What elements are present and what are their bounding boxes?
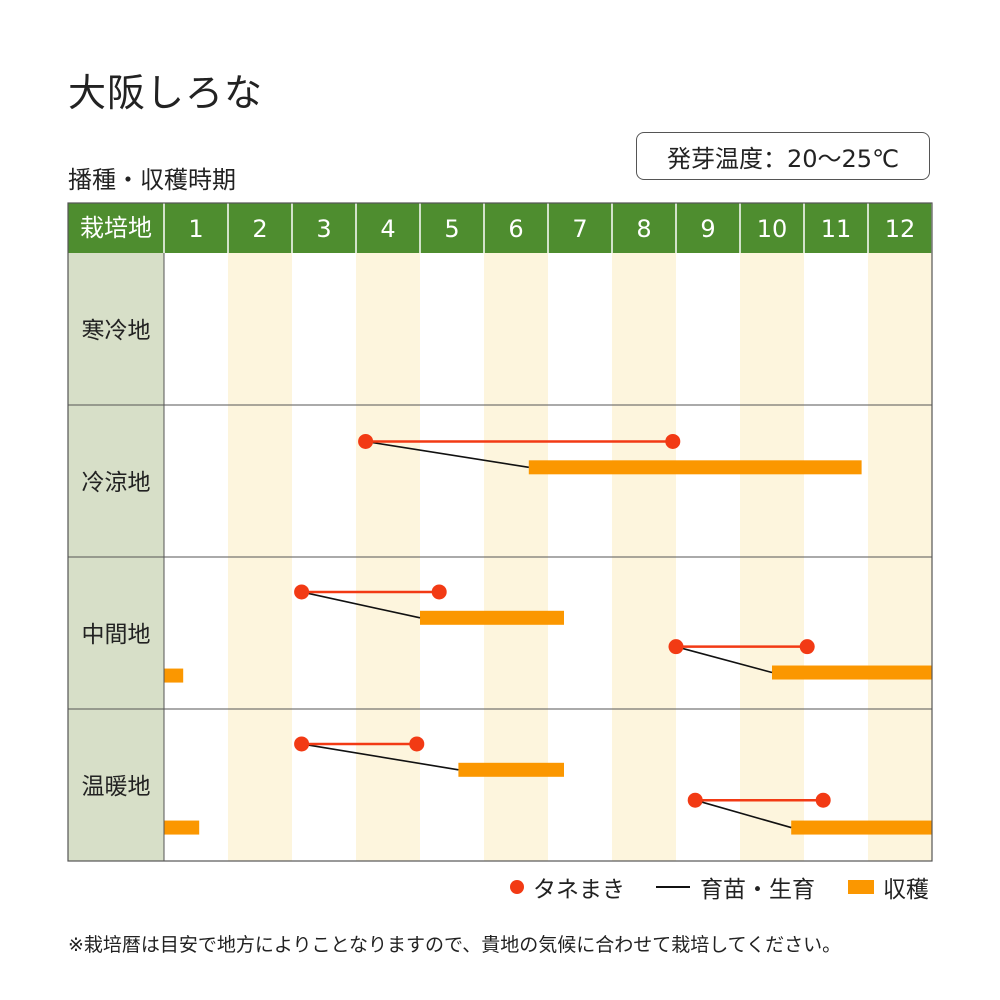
month-label: 4 <box>380 215 395 243</box>
sowing-dot-icon <box>510 880 524 894</box>
germination-temp-badge: 発芽温度：20〜25℃ <box>636 132 930 180</box>
month-label: 7 <box>572 215 587 243</box>
harvest-bar <box>528 460 862 475</box>
sowing-end-point <box>431 584 447 600</box>
harvest-bar-icon <box>848 880 874 894</box>
legend-harvest: 収穫 <box>848 872 929 903</box>
month-label: 11 <box>821 215 852 243</box>
sowing-end-point <box>665 433 681 449</box>
growth-line <box>301 743 459 771</box>
growth-line-icon <box>656 886 690 888</box>
page-title: 大阪しろな <box>68 71 264 115</box>
footnote: ※栽培暦は目安で地方によりことなりますので、貴地の気候に合わせて栽培してください… <box>68 934 842 956</box>
sowing-start-point <box>294 584 310 600</box>
harvest-bar <box>420 610 564 625</box>
month-label: 5 <box>444 215 459 243</box>
region-label: 中間地 <box>82 622 151 648</box>
month-label: 1 <box>188 215 203 243</box>
legend-harvest-label: 収穫 <box>883 877 929 903</box>
legend-sowing: タネまき <box>510 872 625 903</box>
harvest-bar <box>772 665 932 680</box>
header-region-label: 栽培地 <box>80 214 152 242</box>
growth-line <box>675 645 773 674</box>
month-label: 12 <box>885 215 916 243</box>
month-label: 8 <box>636 215 651 243</box>
month-label: 9 <box>700 215 715 243</box>
sowing-end-point <box>409 736 425 752</box>
harvest-bar <box>458 762 564 777</box>
sowing-start-point <box>687 792 703 808</box>
sowing-end-point <box>815 792 831 808</box>
month-label: 6 <box>508 215 523 243</box>
sowing-start-point <box>358 433 374 449</box>
harvest-bar <box>791 820 932 835</box>
sowing-end-point <box>799 639 815 655</box>
chart-subtitle: 播種・収穫時期 <box>68 166 236 194</box>
sowing-start-point <box>294 736 310 752</box>
sowing-start-point <box>668 639 684 655</box>
region-label: 冷涼地 <box>82 470 151 496</box>
month-label: 10 <box>757 215 788 243</box>
growth-line <box>694 799 792 829</box>
harvest-bar <box>164 668 184 683</box>
month-label: 2 <box>252 215 267 243</box>
growth-line <box>365 440 529 469</box>
header-bar <box>68 203 932 253</box>
month-label: 3 <box>316 215 331 243</box>
chart-frame <box>67 202 933 862</box>
harvest-bar <box>164 820 200 835</box>
legend-nursery-label: 育苗・生育 <box>700 877 815 903</box>
legend-nursery: 育苗・生育 <box>656 872 815 903</box>
region-label: 寒冷地 <box>82 318 151 344</box>
legend-sowing-label: タネまき <box>533 877 625 903</box>
growth-line <box>301 591 421 619</box>
region-label: 温暖地 <box>82 774 151 800</box>
